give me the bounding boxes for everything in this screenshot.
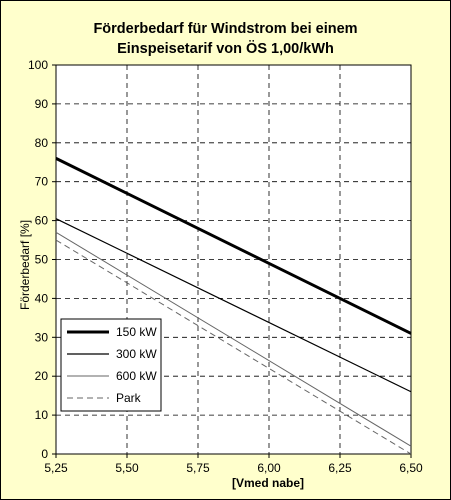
- x-tick-label: 6,00: [257, 461, 281, 475]
- x-tick-label: 5,50: [115, 461, 139, 475]
- y-tick-label: 10: [35, 408, 49, 422]
- legend-label: 150 kW: [116, 325, 157, 339]
- y-tick-label: 0: [41, 447, 48, 461]
- y-tick-label: 90: [35, 97, 49, 111]
- chart-title-line-1: Förderbedarf für Windstrom bei einem: [93, 21, 358, 37]
- y-tick-label: 60: [35, 214, 49, 228]
- y-tick-label: 70: [35, 175, 49, 189]
- series-line: [55, 239, 412, 455]
- y-tick-label: 20: [35, 369, 49, 383]
- legend-label: 300 kW: [116, 347, 157, 361]
- legend-label: Park: [116, 391, 142, 405]
- series-line: [55, 218, 412, 393]
- y-tick-label: 40: [35, 291, 49, 305]
- chart-title-line-2: Einspeisetarif von ÖS 1,00/kWh: [117, 41, 334, 57]
- x-tick-label: 5,25: [44, 461, 68, 475]
- y-tick-label: 50: [35, 253, 49, 267]
- x-tick-label: 5,75: [186, 461, 210, 475]
- y-tick-label: 80: [35, 136, 49, 150]
- plot-border: [55, 64, 412, 455]
- y-tick-label: 100: [28, 58, 48, 72]
- x-axis-label: [Vmed nabe]: [232, 476, 305, 490]
- series-line: [55, 231, 412, 447]
- x-tick-label: 6,25: [328, 461, 352, 475]
- x-tick-label: 6,50: [399, 461, 423, 475]
- series-line: [55, 157, 412, 335]
- legend-box: [60, 318, 162, 412]
- chart-title: Förderbedarf für Windstrom bei einem Ein…: [1, 19, 450, 59]
- y-tick-label: 30: [35, 330, 49, 344]
- legend-label: 600 kW: [116, 369, 157, 383]
